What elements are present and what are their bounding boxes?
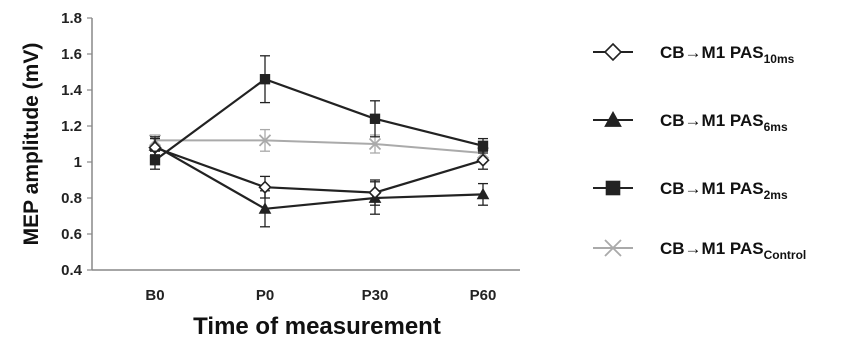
y-axis-title: MEP amplitude (mV) xyxy=(20,43,43,246)
x-tick-label: P30 xyxy=(362,287,389,304)
series-line xyxy=(154,144,484,210)
legend-label-subscript: Control xyxy=(764,248,807,262)
series-PAS2ms xyxy=(149,55,489,170)
data-point xyxy=(368,185,382,200)
legend-swatch-marker xyxy=(604,239,622,257)
data-point xyxy=(258,134,272,147)
data-point xyxy=(259,74,271,85)
data-point xyxy=(476,187,490,200)
series-layer xyxy=(148,55,490,228)
legend-item-PAS10ms: CB→M1 PAS10ms xyxy=(593,42,795,66)
data-point xyxy=(258,180,272,194)
y-tick-label: 0.4 xyxy=(61,262,83,279)
axes xyxy=(91,18,520,271)
y-tick-labels: 0.4 0.6 0.8 1 1.2 1.4 1.6 1.8 xyxy=(61,10,92,279)
series-line xyxy=(154,146,484,194)
y-tick-label: 0.8 xyxy=(61,190,82,207)
legend-label: CB→M1 PASControl xyxy=(660,239,806,262)
legend-label: CB→M1 PAS6ms xyxy=(660,111,788,134)
legend-label-main: CB→M1 PAS xyxy=(660,239,764,258)
legend-label: CB→M1 PAS10ms xyxy=(660,43,795,66)
legend-swatch-marker xyxy=(605,180,621,196)
x-tick-label: B0 xyxy=(145,287,164,304)
data-point xyxy=(368,137,382,151)
legend-item-PAS6ms: CB→M1 PAS6ms xyxy=(593,110,788,134)
series-line xyxy=(155,139,484,154)
y-tick-label: 1.8 xyxy=(61,10,82,27)
data-point xyxy=(149,155,161,166)
legend-item-PASControl: CB→M1 PASControl xyxy=(593,239,806,262)
legend-item-PAS2ms: CB→M1 PAS2ms xyxy=(593,179,788,202)
series-PAS6ms xyxy=(148,136,490,228)
x-tick-label: P60 xyxy=(470,287,497,304)
x-axis-title: Time of measurement xyxy=(193,313,441,340)
legend-swatch-marker xyxy=(603,42,623,62)
series-PAS10ms xyxy=(148,137,490,206)
legend-label: CB→M1 PAS2ms xyxy=(660,179,788,202)
y-tick-label: 1 xyxy=(74,154,82,171)
data-point xyxy=(258,202,272,214)
legend-label-main: CB→M1 PAS xyxy=(660,179,764,198)
data-point xyxy=(476,153,490,167)
series-line xyxy=(154,77,484,162)
y-tick-label: 1.4 xyxy=(61,82,83,99)
legend-label-main: CB→M1 PAS xyxy=(660,43,764,62)
legend-label-subscript: 2ms xyxy=(764,188,788,202)
legend-swatch-marker xyxy=(604,110,622,127)
data-point xyxy=(369,113,381,124)
legend-label-subscript: 10ms xyxy=(764,52,795,66)
y-tick-label: 1.6 xyxy=(61,46,82,63)
y-tick-label: 1.2 xyxy=(61,118,82,135)
legend-label-subscript: 6ms xyxy=(764,120,788,134)
x-tick-label: P0 xyxy=(256,287,274,304)
y-tick-label: 0.6 xyxy=(61,226,82,243)
data-point xyxy=(477,140,489,151)
legend-label-main: CB→M1 PAS xyxy=(660,111,764,130)
x-tick-labels: B0 P0 P30 P60 xyxy=(145,287,496,304)
